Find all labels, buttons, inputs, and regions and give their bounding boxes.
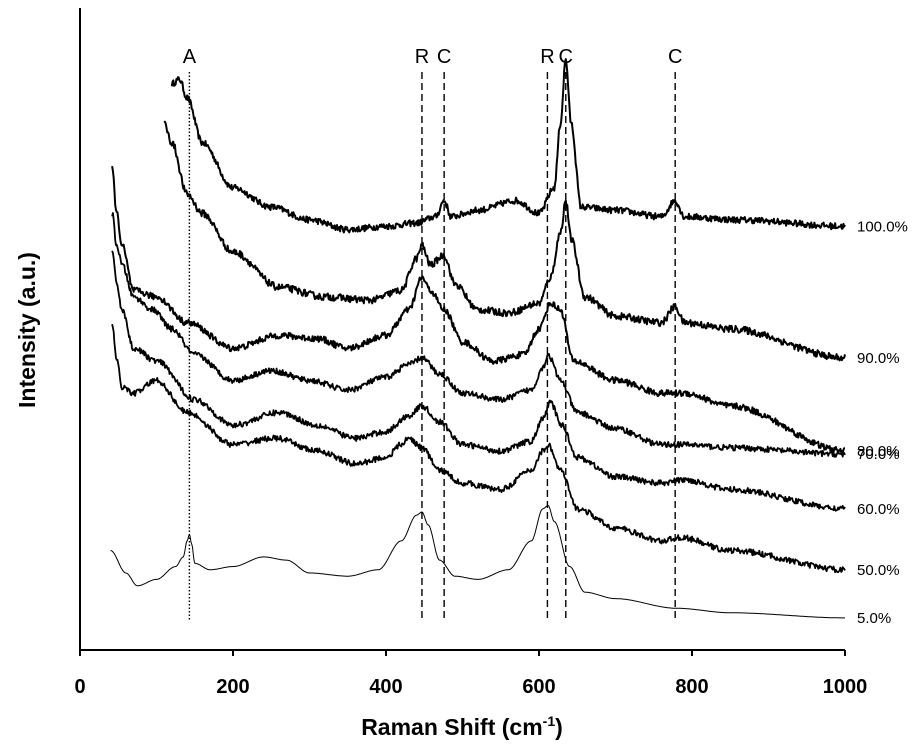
series-label-5: 50.0% (857, 562, 900, 579)
series-label-2: 80.0% (857, 443, 900, 460)
x-tick-label-3: 600 (522, 676, 555, 698)
series-label-1: 90.0% (857, 350, 900, 367)
x-tick-label-5: 1000 (823, 676, 868, 698)
series-labels: 100.0% 90.0% 80.0%70.0% 60.0% 50.0% 5.0% (857, 218, 908, 627)
series-label-3: 70.0% (857, 446, 900, 463)
x-axis-title-main: Raman Shift (cm (361, 714, 542, 740)
plot-lines (110, 58, 846, 619)
x-tick-label-4: 800 (675, 676, 708, 698)
x-axis-title-sup: -1 (543, 713, 556, 729)
peak-marker-label-3: R (540, 46, 554, 68)
x-tick-label-0: 0 (74, 676, 85, 698)
peak-marker-label-2: C (437, 46, 451, 68)
series-line-1 (163, 120, 846, 362)
peak-marker-label-0: A (183, 46, 197, 68)
series-line-4 (111, 250, 846, 512)
series-line-2 (111, 166, 846, 455)
series-line-5 (111, 323, 846, 574)
series-line-0 (170, 58, 846, 234)
x-tick-label-2: 400 (369, 676, 402, 698)
series-label-4: 60.0% (857, 501, 900, 518)
axes (79, 8, 845, 651)
x-tick-label-1: 200 (216, 676, 249, 698)
series-label-0: 100.0% (857, 218, 908, 235)
y-axis-title: Intensity (a.u.) (14, 252, 40, 408)
x-ticks: 0 200 400 600 800 1000 (74, 650, 867, 698)
peak-marker-label-4: C (559, 46, 573, 68)
x-axis-title-end: ) (555, 714, 563, 740)
series-label-6: 5.0% (857, 610, 891, 627)
series-line-6 (110, 505, 845, 619)
series-line-3 (111, 212, 846, 458)
x-axis-title: Raman Shift (cm-1) (361, 713, 563, 740)
peak-marker-label-1: R (415, 46, 429, 68)
peak-marker-label-5: C (668, 46, 682, 68)
